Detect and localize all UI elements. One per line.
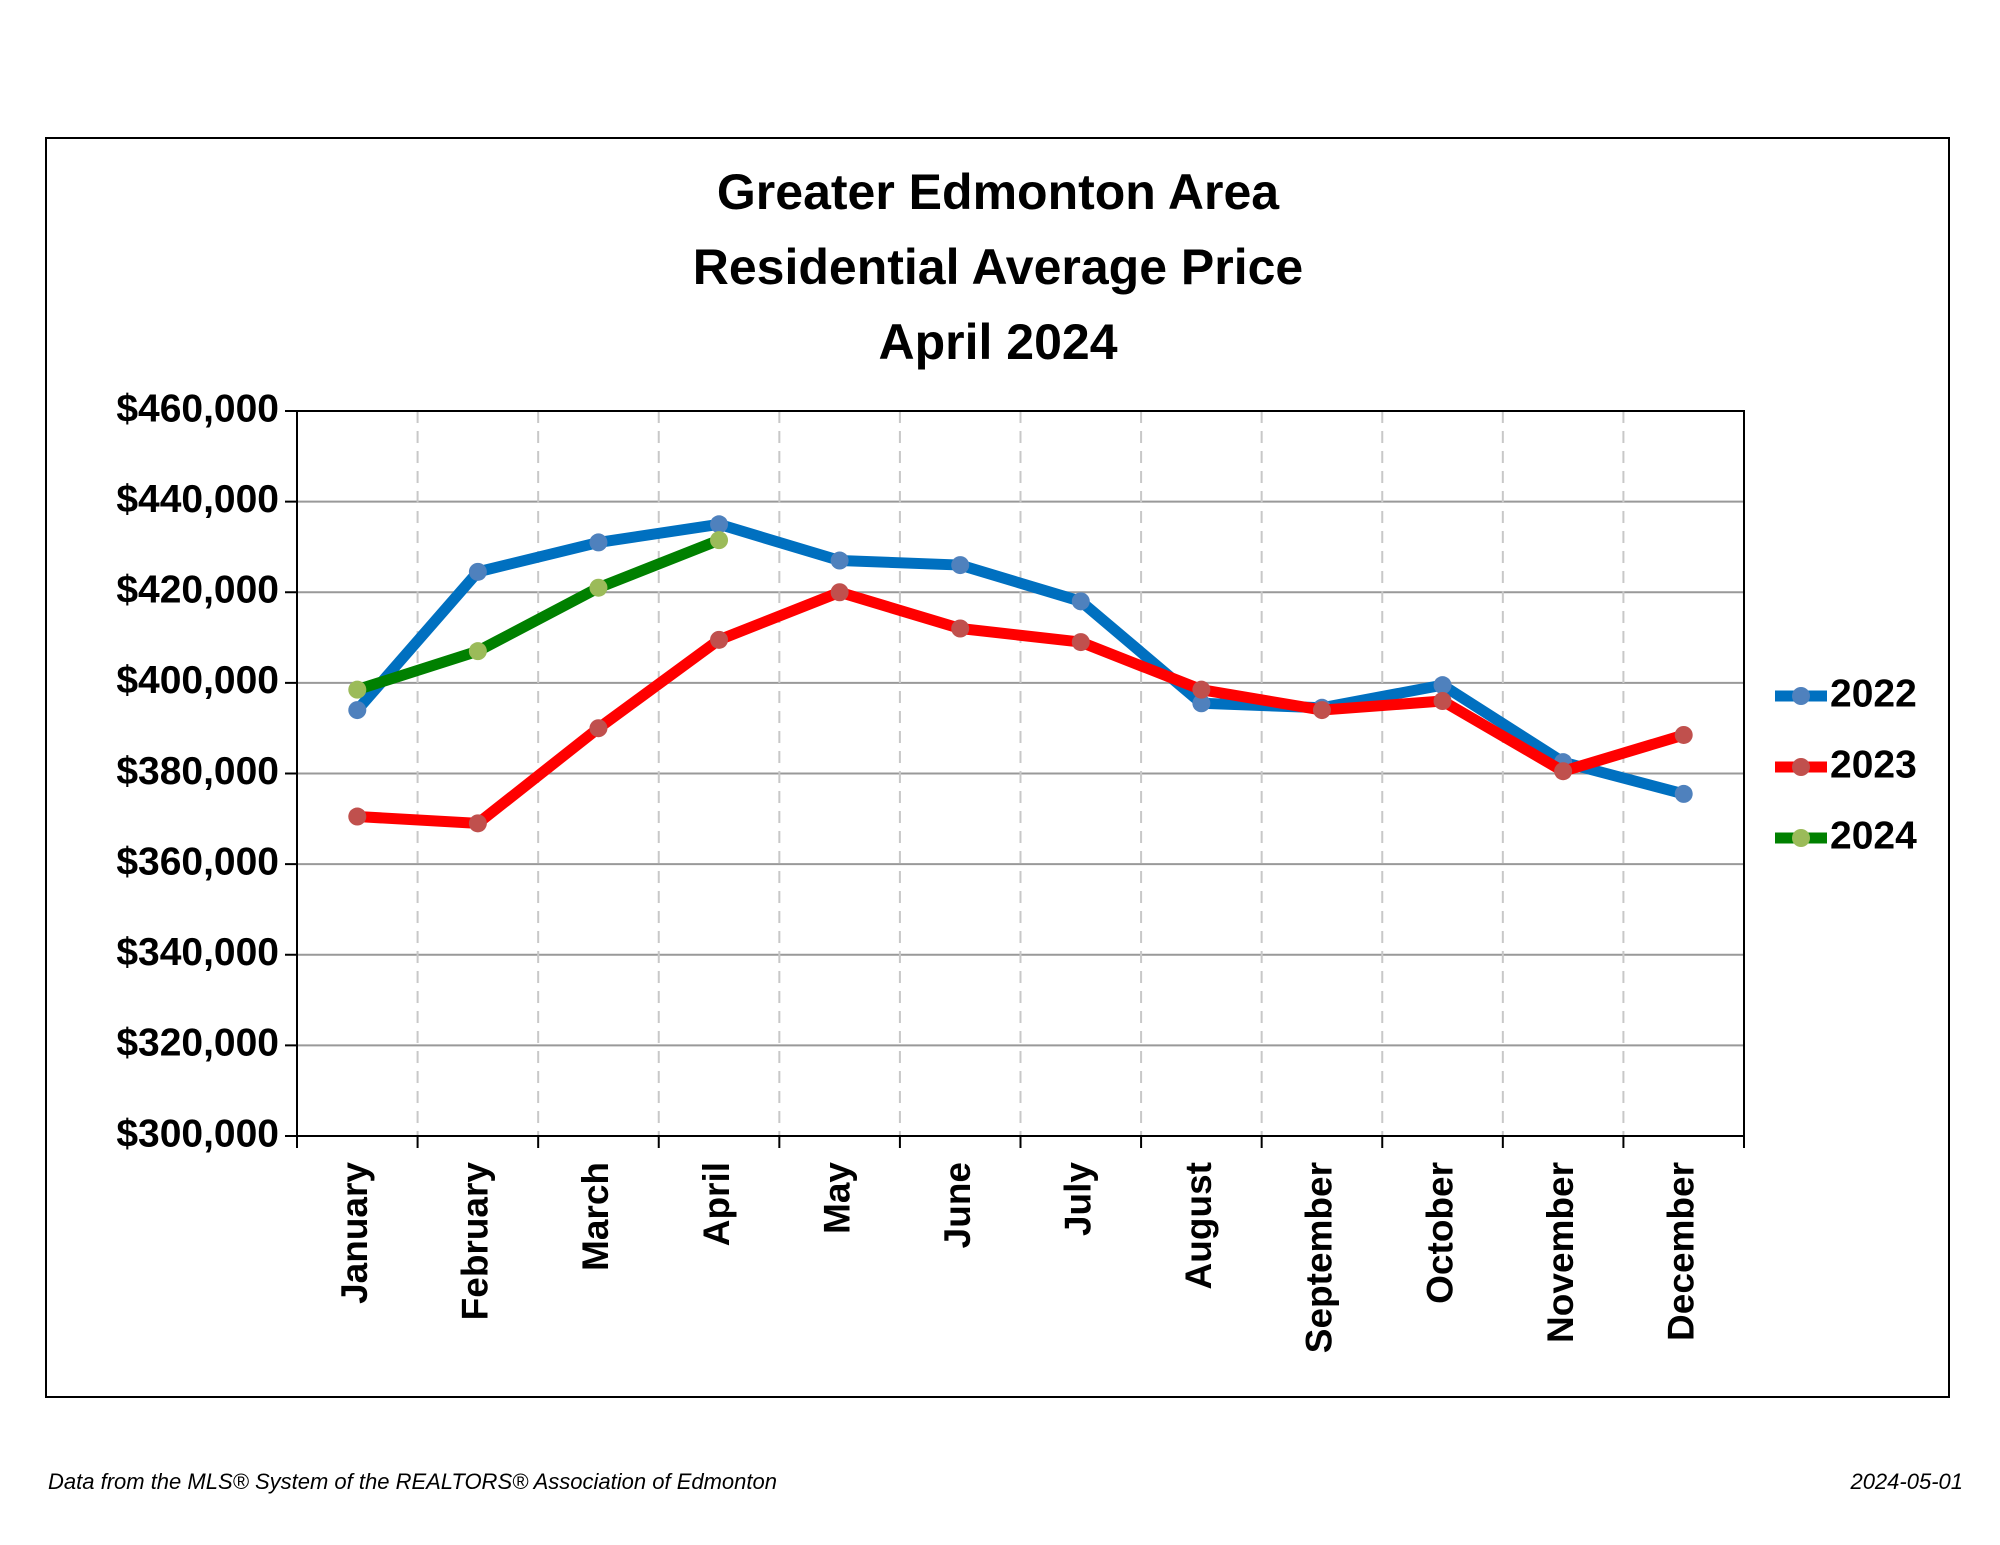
- series-marker: [1554, 762, 1573, 781]
- footer-source: Data from the MLS® System of the REALTOR…: [48, 1469, 777, 1494]
- y-tick-label: $320,000: [116, 1022, 279, 1065]
- series-marker: [348, 680, 367, 699]
- y-tick-label: $440,000: [116, 478, 279, 521]
- x-tick-label: September: [1299, 1162, 1340, 1353]
- series-marker: [1433, 692, 1452, 710]
- legend-label: 2022: [1830, 672, 1917, 715]
- chart-title: Greater Edmonton Area: [717, 164, 1280, 220]
- series-marker: [1674, 725, 1693, 744]
- series-marker: [830, 551, 849, 570]
- series-line: [356, 586, 1686, 829]
- series-marker: [348, 807, 367, 826]
- series-marker: [468, 814, 487, 833]
- y-tick-label: $400,000: [116, 659, 279, 702]
- series-marker: [710, 515, 729, 534]
- x-tick-label: February: [455, 1162, 496, 1321]
- y-tick-label: $360,000: [116, 840, 279, 883]
- series-line: [355, 535, 722, 695]
- legend-marker: [1792, 758, 1810, 776]
- series-marker: [589, 719, 608, 738]
- legend-label: 2024: [1830, 814, 1917, 857]
- series-marker: [951, 556, 970, 575]
- series-marker: [1312, 701, 1331, 720]
- x-tick-label: April: [696, 1162, 737, 1246]
- series-marker: [468, 562, 487, 581]
- series-marker: [1071, 592, 1090, 611]
- legend-label: 2023: [1830, 743, 1917, 786]
- y-tick-label: $460,000: [116, 387, 279, 430]
- x-tick-label: July: [1058, 1162, 1099, 1236]
- series-marker: [1674, 784, 1693, 803]
- x-tick-label: November: [1540, 1162, 1581, 1343]
- y-tick-label: $380,000: [116, 750, 279, 793]
- x-tick-label: December: [1660, 1162, 1701, 1341]
- chart-frame: [45, 137, 1950, 1398]
- x-tick-label: August: [1178, 1162, 1219, 1289]
- y-tick-label: $340,000: [116, 931, 279, 974]
- chart-title: Residential Average Price: [693, 239, 1303, 295]
- series-marker: [710, 630, 729, 649]
- series-marker: [589, 578, 608, 597]
- series-marker: [1192, 680, 1211, 699]
- legend-marker: [1792, 829, 1810, 847]
- series-marker: [348, 701, 367, 720]
- legend-marker: [1792, 687, 1810, 705]
- series-marker: [710, 531, 729, 550]
- footer-date: 2024-05-01: [1849, 1469, 1963, 1494]
- series-marker: [830, 583, 849, 602]
- x-tick-label: March: [575, 1162, 616, 1271]
- series-marker: [1192, 694, 1211, 713]
- x-tick-label: October: [1419, 1162, 1460, 1304]
- series-marker: [1433, 676, 1452, 695]
- x-tick-label: May: [816, 1162, 857, 1234]
- y-tick-label: $420,000: [116, 569, 279, 612]
- plot-area: [296, 410, 1745, 1137]
- series-marker: [951, 619, 970, 638]
- x-tick-label: June: [937, 1162, 978, 1248]
- y-tick-label: $300,000: [116, 1112, 279, 1155]
- series-line: [353, 518, 1686, 800]
- series-marker: [1071, 633, 1090, 652]
- series-marker: [468, 642, 487, 661]
- x-tick-label: January: [334, 1162, 375, 1304]
- series-marker: [589, 533, 608, 552]
- chart-title: April 2024: [878, 314, 1117, 370]
